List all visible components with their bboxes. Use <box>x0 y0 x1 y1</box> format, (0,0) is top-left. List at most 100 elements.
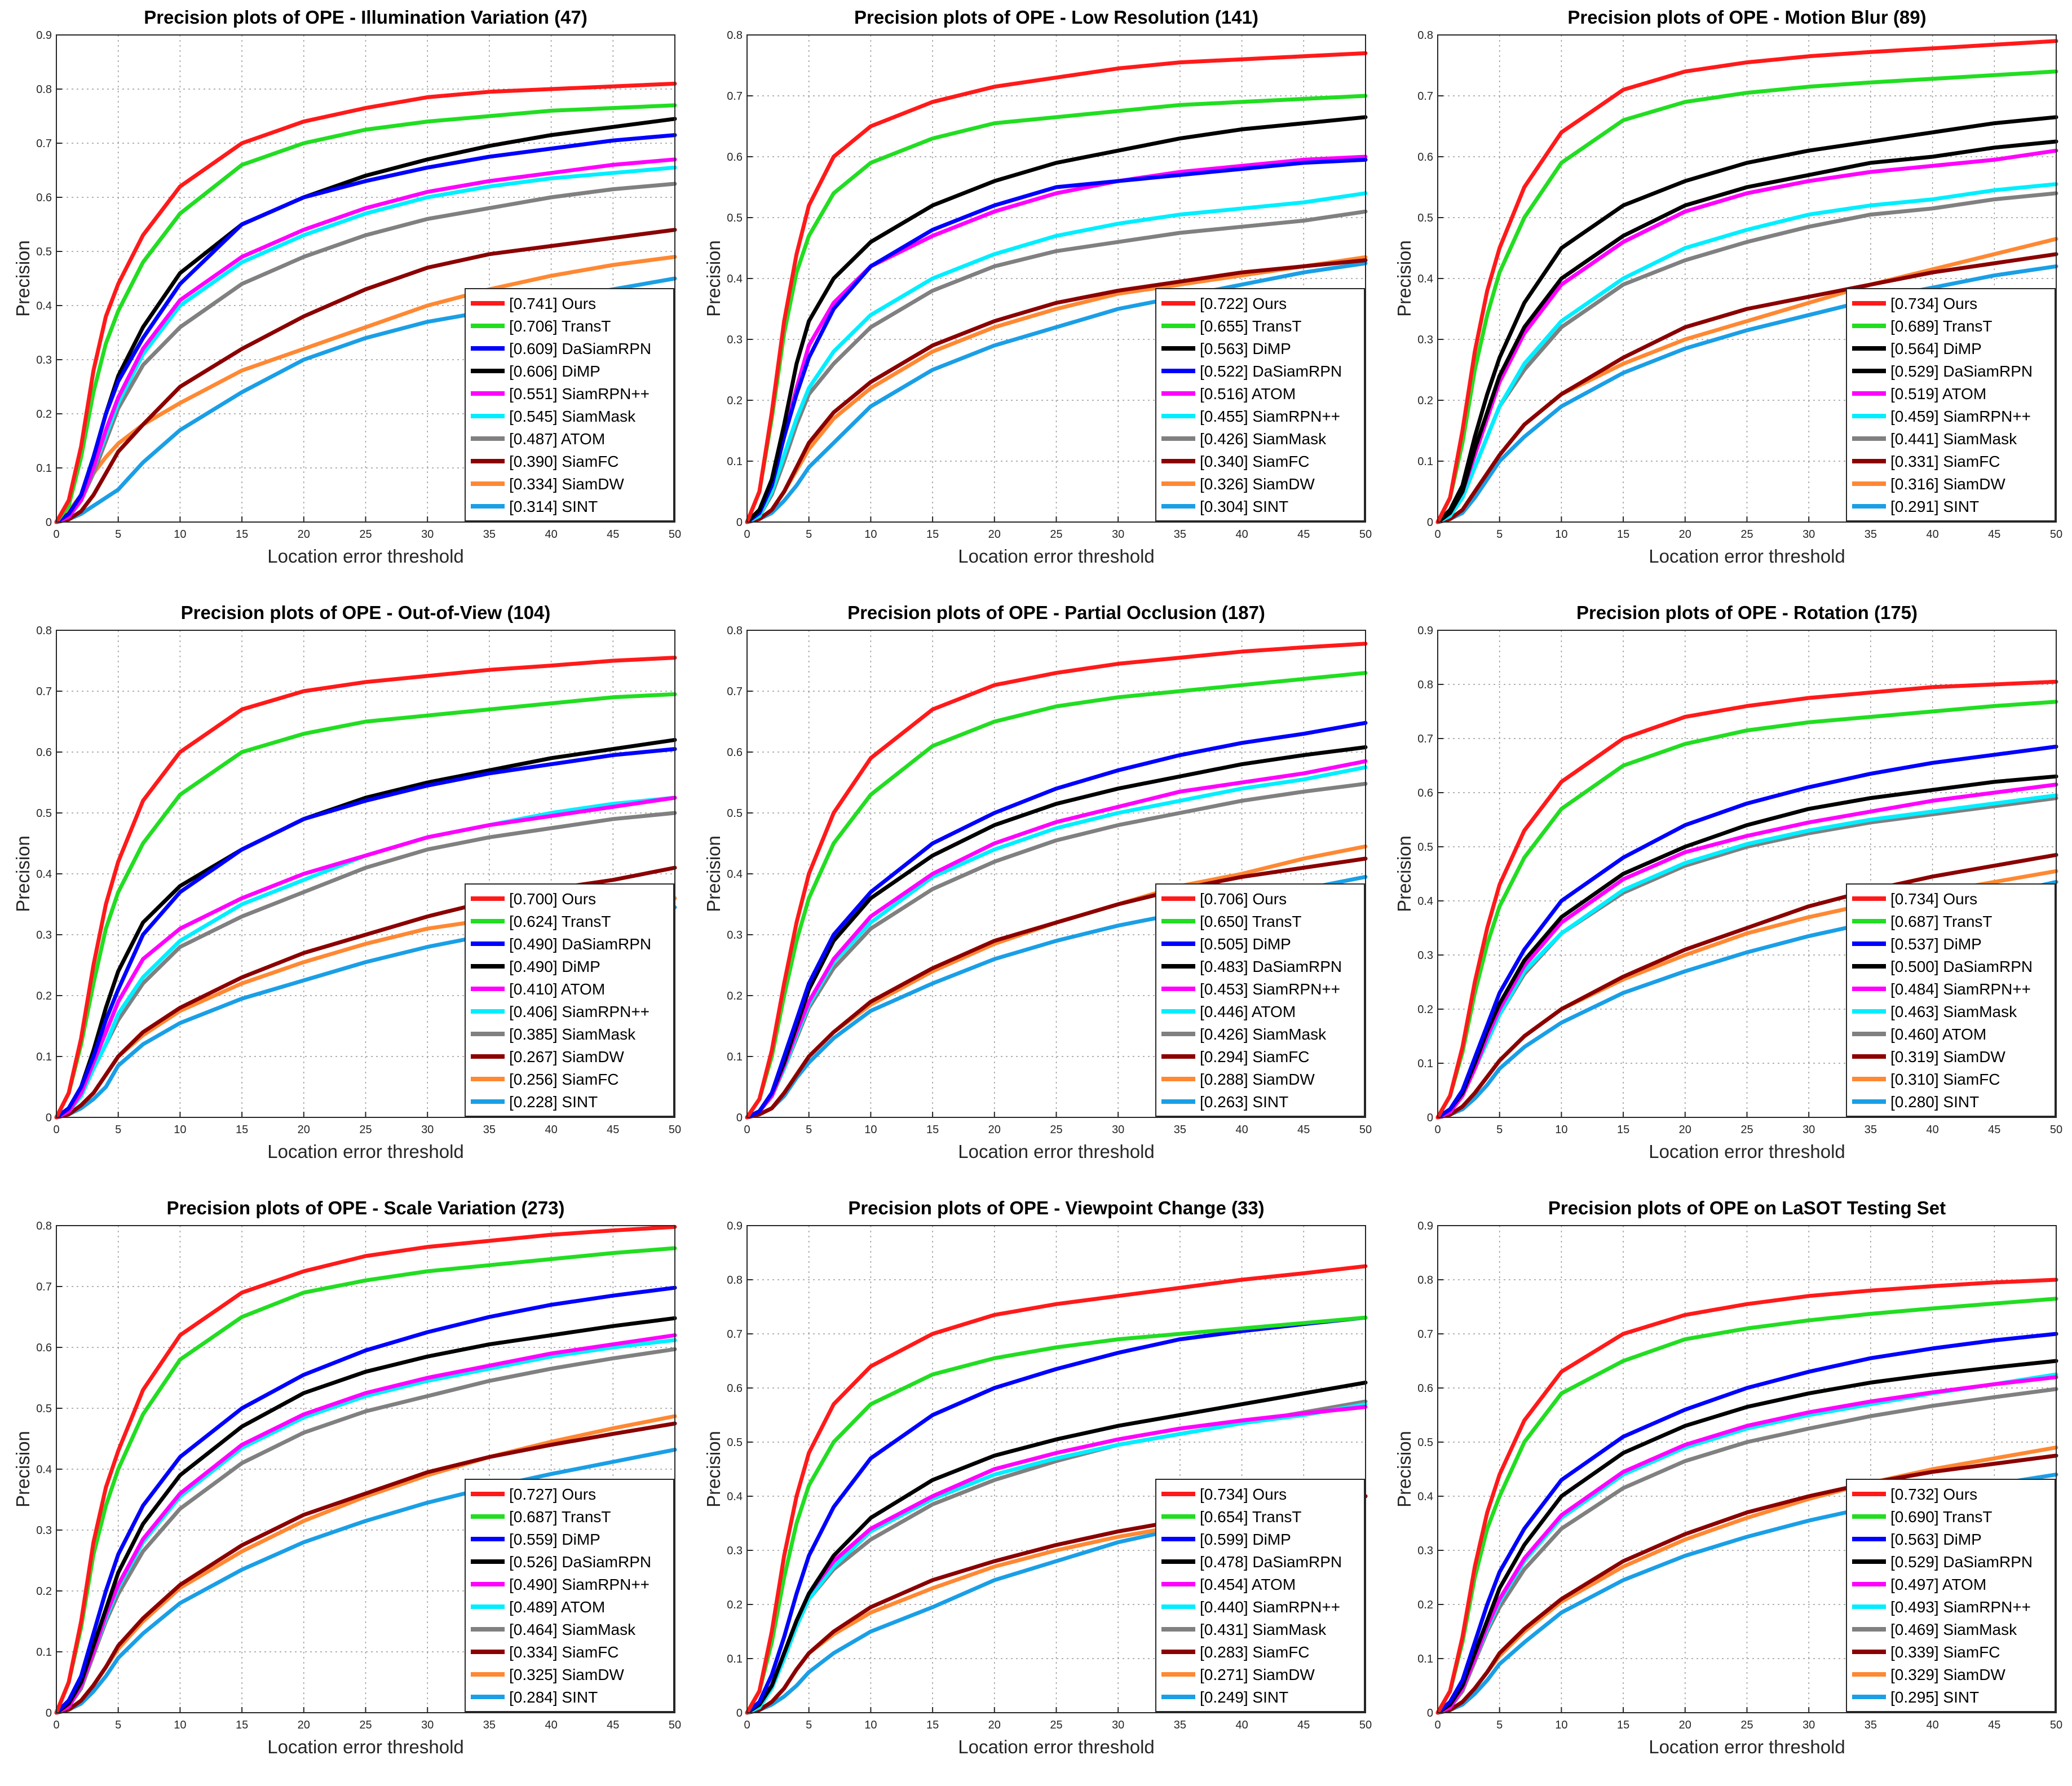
legend-entry: [0.689] TransT <box>1890 317 1993 335</box>
legend-entry: [0.310] SiamFC <box>1890 1071 2000 1088</box>
legend-entry: [0.690] TransT <box>1890 1508 1993 1526</box>
chart-title: Precision plots of OPE - Partial Occlusi… <box>847 602 1265 623</box>
legend-entry: [0.522] DaSiamRPN <box>1200 362 1342 380</box>
y-tick-label: 0.5 <box>36 246 52 258</box>
y-tick-label: 0 <box>46 516 52 529</box>
legend-entry: [0.291] SINT <box>1890 498 1979 515</box>
y-tick-label: 0.7 <box>1417 1328 1433 1341</box>
y-tick-label: 0.3 <box>1417 334 1433 346</box>
x-tick-label: 5 <box>1496 528 1503 541</box>
legend-entry: [0.460] ATOM <box>1890 1025 1986 1043</box>
chart-title: Precision plots of OPE - Illumination Va… <box>144 7 587 28</box>
legend-entry: [0.288] SiamDW <box>1200 1071 1315 1088</box>
y-tick-label: 0.2 <box>1417 1003 1433 1016</box>
series-line <box>745 1380 1368 1715</box>
x-tick-label: 10 <box>1555 1719 1567 1731</box>
legend-entry: [0.478] DaSiamRPN <box>1200 1553 1342 1571</box>
legend-entry: [0.505] DiMP <box>1200 935 1291 953</box>
x-tick-label: 25 <box>1740 528 1753 541</box>
legend-entry: [0.655] TransT <box>1200 317 1302 335</box>
x-tick-label: 40 <box>545 528 557 541</box>
legend-entry: [0.469] SiamMask <box>1890 1621 2017 1638</box>
x-tick-label: 0 <box>744 1124 750 1136</box>
legend-entry: [0.283] SiamFC <box>1200 1643 1310 1661</box>
x-tick-label: 30 <box>1802 528 1815 541</box>
legend-entry: [0.329] SiamDW <box>1890 1666 2005 1683</box>
legend-entry: [0.516] ATOM <box>1200 385 1296 403</box>
y-tick-label: 0.4 <box>36 868 52 881</box>
x-tick-label: 15 <box>1617 528 1629 541</box>
x-tick-label: 5 <box>115 528 121 541</box>
x-tick-label: 45 <box>1988 528 2000 541</box>
x-axis-label: Location error threshold <box>1649 1141 1845 1162</box>
x-tick-label: 25 <box>1740 1719 1753 1731</box>
precision-chart: Precision plots of OPE - Scale Variation… <box>12 1197 681 1757</box>
x-tick-label: 10 <box>174 528 186 541</box>
legend-entry: [0.650] TransT <box>1200 913 1302 930</box>
series-line <box>54 1285 677 1715</box>
y-tick-label: 0.6 <box>727 1382 743 1395</box>
y-tick-label: 0.6 <box>36 192 52 204</box>
legend-entry: [0.426] SiamMask <box>1200 430 1327 448</box>
legend-entry: [0.431] SiamMask <box>1200 1621 1327 1638</box>
legend-entry: [0.722] Ours <box>1200 295 1287 312</box>
legend-entry: [0.263] SINT <box>1200 1093 1288 1111</box>
x-tick-label: 15 <box>236 528 248 541</box>
y-tick-label: 0.4 <box>36 1464 52 1476</box>
series-line <box>54 656 677 1120</box>
y-tick-label: 0.7 <box>36 1281 52 1293</box>
series-line <box>745 1315 1368 1715</box>
x-tick-label: 35 <box>1865 528 1877 541</box>
x-tick-label: 0 <box>53 1124 59 1136</box>
legend-entry: [0.339] SiamFC <box>1890 1643 2000 1661</box>
chart-title: Precision plots of OPE - Out-of-View (10… <box>181 602 551 623</box>
x-tick-label: 45 <box>1297 1719 1310 1731</box>
series-line <box>745 856 1368 1120</box>
chart-title: Precision plots of OPE - Rotation (175) <box>1576 602 1918 623</box>
x-tick-label: 5 <box>806 1124 812 1136</box>
x-tick-label: 0 <box>1434 1719 1441 1731</box>
legend-entry: [0.326] SiamDW <box>1200 475 1315 493</box>
series-line <box>745 51 1368 524</box>
legend-entry: [0.319] SiamDW <box>1890 1048 2005 1066</box>
legend-entry: [0.406] SiamRPN++ <box>509 1003 650 1020</box>
legend-entry: [0.564] DiMP <box>1890 340 1982 357</box>
y-axis-label: Precision <box>703 1431 724 1508</box>
series-line <box>1435 115 2058 524</box>
legend-entry: [0.463] SiamMask <box>1890 1003 2017 1020</box>
y-tick-label: 0.4 <box>727 273 743 285</box>
x-tick-label: 40 <box>1235 1124 1248 1136</box>
legend-entry: [0.519] ATOM <box>1890 385 1986 403</box>
y-tick-label: 0.7 <box>727 686 743 698</box>
series-line <box>745 1264 1368 1715</box>
x-tick-label: 15 <box>1617 1124 1629 1136</box>
x-tick-label: 5 <box>1496 1124 1503 1136</box>
legend-entry: [0.599] DiMP <box>1200 1531 1291 1548</box>
x-tick-label: 30 <box>1802 1719 1815 1731</box>
x-tick-label: 35 <box>1174 528 1186 541</box>
x-tick-label: 50 <box>2050 528 2062 541</box>
series-line <box>1435 852 2058 1120</box>
x-tick-label: 0 <box>53 1719 59 1731</box>
legend-entry: [0.385] SiamMask <box>509 1025 636 1043</box>
x-tick-label: 5 <box>806 1719 812 1731</box>
legend-entry: [0.734] Ours <box>1890 295 1977 312</box>
legend-entry: [0.267] SiamDW <box>509 1048 624 1066</box>
legend-entry: [0.606] DiMP <box>509 362 600 380</box>
legend-entry: [0.334] SiamFC <box>509 1643 619 1661</box>
precision-chart: Precision plots of OPE - Illumination Va… <box>12 7 681 567</box>
x-tick-label: 10 <box>864 528 877 541</box>
legend-entry: [0.489] ATOM <box>509 1598 605 1616</box>
x-tick-label: 50 <box>2050 1719 2062 1731</box>
legend-entry: [0.410] ATOM <box>509 980 605 998</box>
legend-entry: [0.426] SiamMask <box>1200 1025 1327 1043</box>
y-tick-label: 0.9 <box>1417 625 1433 637</box>
x-tick-label: 30 <box>1802 1124 1815 1136</box>
legend-entry: [0.453] SiamRPN++ <box>1200 980 1340 998</box>
x-tick-label: 50 <box>669 1719 681 1731</box>
y-tick-label: 0.7 <box>36 138 52 150</box>
y-tick-label: 0.8 <box>727 29 743 42</box>
legend-entry: [0.487] ATOM <box>509 430 605 448</box>
y-tick-label: 0.3 <box>727 334 743 346</box>
y-tick-label: 0.8 <box>36 83 52 96</box>
